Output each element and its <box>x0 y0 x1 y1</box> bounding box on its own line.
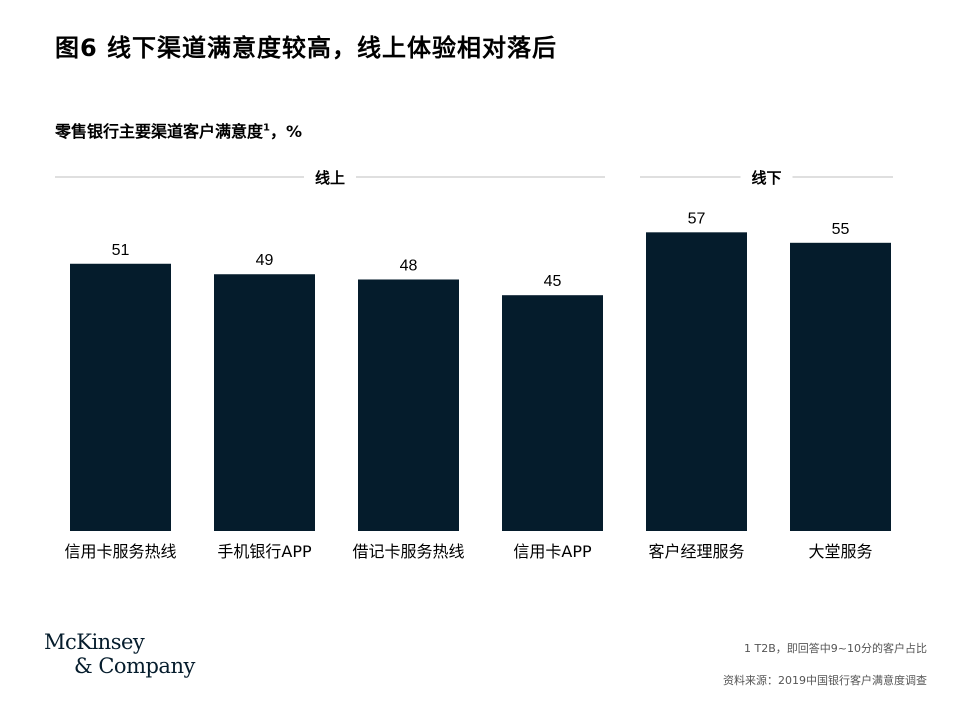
bar-6 <box>790 242 891 532</box>
source-note: 资料来源：2019中国银行客户满意度调查 <box>723 674 927 687</box>
data-label-6: 55 <box>832 221 850 238</box>
category-label-2: 手机银行APP <box>217 542 312 561</box>
subtitle-footnote-marker: 1 <box>263 122 270 134</box>
category-label-4: 信用卡APP <box>513 542 592 561</box>
data-label-2: 49 <box>256 252 274 269</box>
chart-title: 图6 线下渠道满意度较高，线上体验相对落后 <box>55 34 558 62</box>
subtitle-unit: ，% <box>269 122 303 141</box>
data-label-4: 45 <box>544 273 562 290</box>
chart-subtitle: 零售银行主要渠道客户满意度1，% <box>55 118 302 142</box>
data-label-1: 51 <box>112 242 130 259</box>
bar-1 <box>70 263 171 531</box>
category-label-5: 客户经理服务 <box>648 542 744 561</box>
bar-4 <box>502 295 603 531</box>
category-label-3: 借记卡服务热线 <box>352 542 464 561</box>
category-label-1: 信用卡服务热线 <box>64 542 176 561</box>
data-label-3: 48 <box>400 257 418 274</box>
group-label-1: 线上 <box>315 169 345 187</box>
logo-line-2: & Company <box>74 654 195 678</box>
subtitle-text: 零售银行主要渠道客户满意度 <box>55 122 264 141</box>
logo-line-1: McKinsey <box>44 630 145 654</box>
bar-chart: 51 信用卡服务热线 49 手机银行APP 48 借记卡服务热线 45 信用卡APP 57 客户经… <box>55 169 893 561</box>
footnote: 1 T2B，即回答中9~10分的客户占比 <box>744 642 927 655</box>
data-label-5: 57 <box>688 210 706 227</box>
bar-3 <box>358 279 459 531</box>
bar-2 <box>214 274 315 531</box>
group-label-2: 线下 <box>751 169 781 187</box>
category-label-6: 大堂服务 <box>808 542 872 561</box>
bar-5 <box>646 232 747 531</box>
mckinsey-logo: McKinsey & Company <box>44 630 195 678</box>
